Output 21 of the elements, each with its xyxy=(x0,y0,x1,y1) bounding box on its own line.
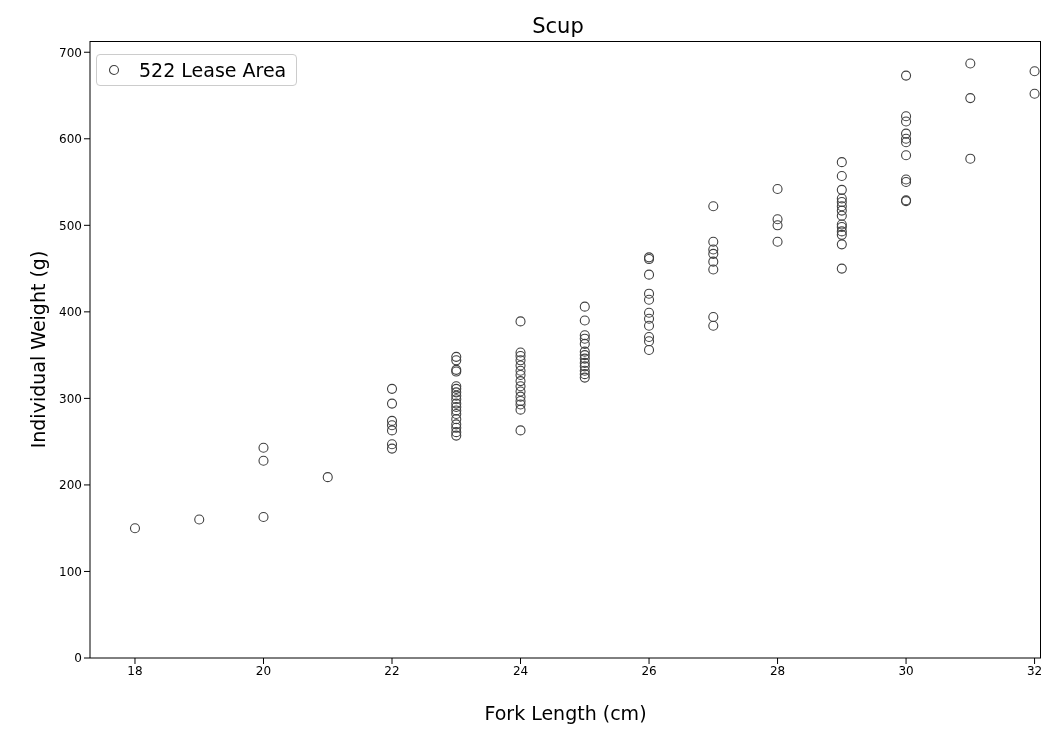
x-tick-label: 32 xyxy=(1026,663,1043,678)
y-tick-label: 100 xyxy=(59,564,82,579)
y-tick-label: 500 xyxy=(59,218,82,233)
legend-box: 522 Lease Area xyxy=(96,54,298,86)
y-tick-label: 400 xyxy=(59,305,82,320)
y-tick-label: 200 xyxy=(59,478,82,493)
x-axis-title: Fork Length (cm) xyxy=(484,702,647,724)
y-tick-label: 0 xyxy=(74,651,82,666)
chart-title: Scup xyxy=(531,14,585,38)
y-tick-label: 300 xyxy=(59,391,82,406)
x-tick-label: 30 xyxy=(898,663,914,678)
legend-label: 522 Lease Area xyxy=(139,59,287,81)
x-tick-label: 28 xyxy=(769,663,786,678)
x-tick-label: 24 xyxy=(512,663,529,678)
x-tick-label: 20 xyxy=(255,663,272,678)
x-tick-label: 18 xyxy=(127,663,143,678)
x-tick-label: 26 xyxy=(641,663,657,678)
y-tick-label: 600 xyxy=(59,132,82,147)
y-tick-label: 700 xyxy=(59,45,82,60)
y-axis-title: Individual Weight (g) xyxy=(26,250,49,449)
x-tick-label: 22 xyxy=(384,663,400,678)
